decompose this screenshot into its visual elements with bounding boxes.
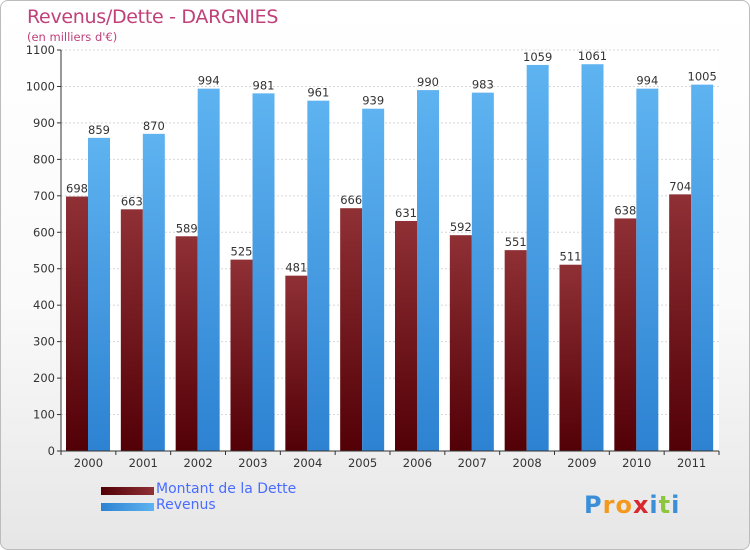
data-label: 592 — [450, 220, 472, 234]
logo-letter: i — [649, 491, 659, 519]
y-tick-label: 800 — [33, 152, 55, 166]
data-label: 511 — [560, 250, 582, 264]
logo-letter: P — [584, 491, 603, 519]
data-label: 525 — [231, 245, 253, 259]
bar-dette — [120, 209, 143, 451]
x-tick-label: 2004 — [293, 456, 322, 470]
bar-dette — [230, 259, 253, 451]
bar-dette — [285, 275, 308, 451]
x-tick-label: 2008 — [512, 456, 541, 470]
data-label: 666 — [340, 193, 362, 207]
bar-revenus — [636, 88, 659, 451]
bar-dette — [559, 264, 582, 451]
x-tick-label: 2007 — [458, 456, 487, 470]
y-tick-label: 900 — [33, 116, 55, 130]
data-label: 481 — [285, 261, 307, 275]
data-label: 990 — [417, 75, 439, 89]
x-tick-label: 2010 — [622, 456, 651, 470]
bars-layer — [66, 64, 714, 452]
data-label: 663 — [121, 194, 143, 208]
x-tick-label: 2003 — [238, 456, 267, 470]
x-tick-label: 2006 — [403, 456, 432, 470]
bar-revenus — [252, 93, 275, 451]
data-label: 859 — [88, 123, 110, 137]
y-tick-label: 400 — [33, 298, 55, 312]
bar-revenus — [197, 88, 220, 451]
axis-layer: 0 100 200 300 400 500 600 700 800 900 1000 1100 2000… — [26, 43, 720, 470]
data-label: 870 — [143, 119, 165, 133]
legend-swatch-revenus — [101, 503, 154, 511]
bar-dette — [175, 236, 198, 451]
data-label: 1061 — [578, 49, 607, 63]
x-tick-label: 2002 — [183, 456, 212, 470]
data-label: 939 — [362, 94, 384, 108]
chart-subtitle: (en milliers d'€) — [27, 30, 118, 44]
y-tick-label: 1000 — [26, 79, 55, 93]
bar-revenus — [417, 90, 439, 451]
chart-title: Revenus/Dette - DARGNIES — [27, 6, 279, 28]
bar-dette — [340, 208, 363, 451]
x-tick-label: 2001 — [129, 456, 158, 470]
legend-label-revenus: Revenus — [156, 497, 216, 513]
data-label: 983 — [472, 78, 494, 92]
logo-letter: i — [671, 491, 681, 519]
y-tick-label: 600 — [33, 225, 55, 239]
data-label: 704 — [669, 179, 691, 193]
bar-revenus — [581, 64, 604, 451]
data-label: 981 — [253, 78, 275, 92]
y-tick-label: 200 — [33, 371, 55, 385]
x-tick-label: 2000 — [74, 456, 103, 470]
data-label: 551 — [505, 235, 527, 249]
bar-revenus — [691, 84, 714, 451]
y-tick-label: 300 — [33, 335, 55, 349]
bar-dette — [395, 220, 417, 451]
legend-label-debt: Montant de la Dette — [156, 481, 297, 497]
data-label: 994 — [636, 74, 658, 88]
plot-background — [61, 50, 719, 451]
y-tick-label: 1100 — [26, 43, 55, 57]
data-label: 589 — [176, 221, 198, 235]
data-label: 638 — [614, 203, 636, 217]
bar-revenus — [526, 64, 549, 452]
grid-layer — [61, 49, 719, 452]
data-label: 1005 — [688, 70, 717, 84]
bar-dette — [669, 194, 692, 452]
data-label: 631 — [395, 206, 417, 220]
y-tick-label: 500 — [33, 262, 55, 276]
logo-letter: r — [602, 491, 616, 519]
bar-dette — [66, 196, 88, 451]
logo-letter: t — [658, 491, 672, 519]
bar-dette — [449, 235, 472, 451]
x-tick-label: 2005 — [348, 456, 377, 470]
bar-dette — [614, 218, 637, 451]
logo-letter: x — [632, 491, 650, 519]
data-label: 698 — [66, 182, 88, 196]
x-tick-label: 2009 — [567, 456, 596, 470]
bar-revenus — [471, 92, 494, 451]
logo-letter: o — [615, 491, 633, 519]
x-tick-label: 2011 — [677, 456, 706, 470]
y-tick-label: 0 — [48, 444, 55, 458]
y-tick-label: 100 — [33, 408, 55, 422]
data-label: 994 — [198, 74, 220, 88]
data-label: 1059 — [523, 50, 552, 64]
proxiti-logo: Proxiti — [584, 491, 680, 519]
bar-revenus — [142, 133, 165, 451]
bar-dette — [504, 250, 527, 451]
bar-revenus — [307, 100, 330, 452]
y-tick-label: 700 — [33, 189, 55, 203]
data-label: 961 — [307, 86, 329, 100]
bar-revenus — [362, 108, 385, 451]
labels-layer: 698 859 663 870 589 994 525 981 481 961 666 939 631 9… — [66, 49, 717, 274]
legend-swatch-debt — [101, 487, 154, 495]
bar-revenus — [88, 137, 110, 451]
